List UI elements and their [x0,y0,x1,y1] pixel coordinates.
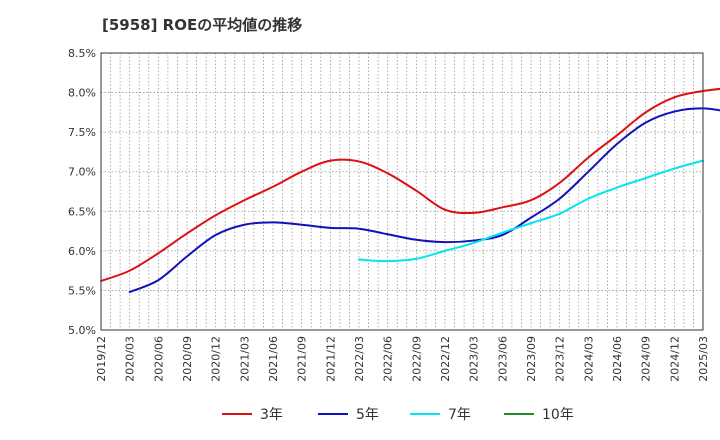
series-line-7年 [358,159,704,263]
grid [101,53,703,330]
legend-label-5年: 5年 [356,407,379,423]
y-tick-label: 8.0% [68,87,96,100]
x-tick-label: 2023/09 [525,336,538,382]
legend-label-3年: 3年 [260,407,283,423]
x-tick-label: 2021/09 [296,336,309,382]
legend-label-10年: 10年 [542,407,574,423]
x-tick-label: 2020/06 [152,336,165,382]
x-tick-label: 2023/03 [468,336,481,382]
x-tick-label: 2022/09 [410,336,423,382]
y-tick-label: 6.0% [68,245,96,258]
y-tick-label: 5.5% [68,284,96,297]
x-axis-ticks: 2019/12 2020/03 2020/06 2020/09 2020/12 2021/… [95,336,710,382]
x-tick-label: 2021/06 [267,336,280,382]
x-tick-label: 2024/09 [640,336,653,382]
y-tick-label: 6.5% [68,205,96,218]
plot-area-frame [100,52,704,331]
x-tick-label: 2023/06 [496,336,509,382]
y-axis-ticks: 5.0% 5.5% 6.0% 6.5% 7.0% 7.5% 8.0% 8.5% [68,47,96,337]
legend: 3年 5年 7年 10年 [222,407,574,423]
y-tick-label: 5.0% [68,324,96,337]
x-tick-label: 2024/03 [582,336,595,382]
x-tick-label: 2023/12 [554,336,567,382]
x-tick-label: 2025/03 [697,336,710,382]
x-tick-label: 2024/06 [611,336,624,382]
series-lines [100,87,720,294]
x-tick-label: 2022/03 [353,336,366,382]
series-line-5年 [128,107,720,294]
x-tick-label: 2020/12 [210,336,223,382]
x-tick-label: 2019/12 [95,336,108,382]
x-tick-label: 2020/03 [124,336,137,382]
chart-title: [5958] ROEの平均値の推移 [102,16,303,34]
x-tick-label: 2022/12 [439,336,452,382]
x-tick-label: 2021/12 [324,336,337,382]
y-tick-label: 8.5% [68,47,96,60]
legend-label-7年: 7年 [448,407,471,423]
x-tick-label: 2024/12 [668,336,681,382]
y-tick-label: 7.0% [68,166,96,179]
series-line-3年 [100,87,720,282]
y-tick-label: 7.5% [68,126,96,139]
x-tick-label: 2022/06 [382,336,395,382]
x-tick-label: 2020/09 [181,336,194,382]
x-tick-label: 2021/03 [238,336,251,382]
